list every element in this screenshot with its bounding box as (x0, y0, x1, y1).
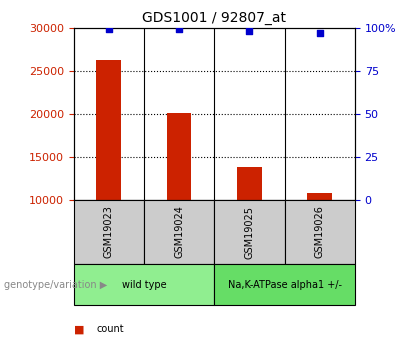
Text: GSM19025: GSM19025 (244, 206, 255, 258)
Bar (167, 113, 192, 200)
Text: GSM19024: GSM19024 (174, 206, 184, 258)
Bar (74, 264, 214, 305)
Bar (144, 200, 214, 264)
Text: count: count (97, 325, 124, 334)
Bar (214, 264, 355, 305)
Text: GSM19023: GSM19023 (104, 206, 114, 258)
Point (316, 30, 323, 36)
Text: ■: ■ (74, 325, 84, 334)
Bar (285, 200, 355, 264)
Bar (74, 200, 144, 264)
Bar (214, 200, 285, 264)
Point (176, 27, 182, 32)
Bar (307, 193, 332, 200)
Text: Na,K-ATPase alpha1 +/-: Na,K-ATPase alpha1 +/- (228, 280, 341, 289)
Bar (96, 60, 121, 200)
Text: GSM19026: GSM19026 (315, 206, 325, 258)
Point (246, 28, 253, 34)
Text: genotype/variation ▶: genotype/variation ▶ (4, 280, 108, 289)
Text: wild type: wild type (121, 280, 166, 289)
Title: GDS1001 / 92807_at: GDS1001 / 92807_at (142, 11, 286, 25)
Bar (237, 167, 262, 200)
Point (105, 27, 112, 32)
